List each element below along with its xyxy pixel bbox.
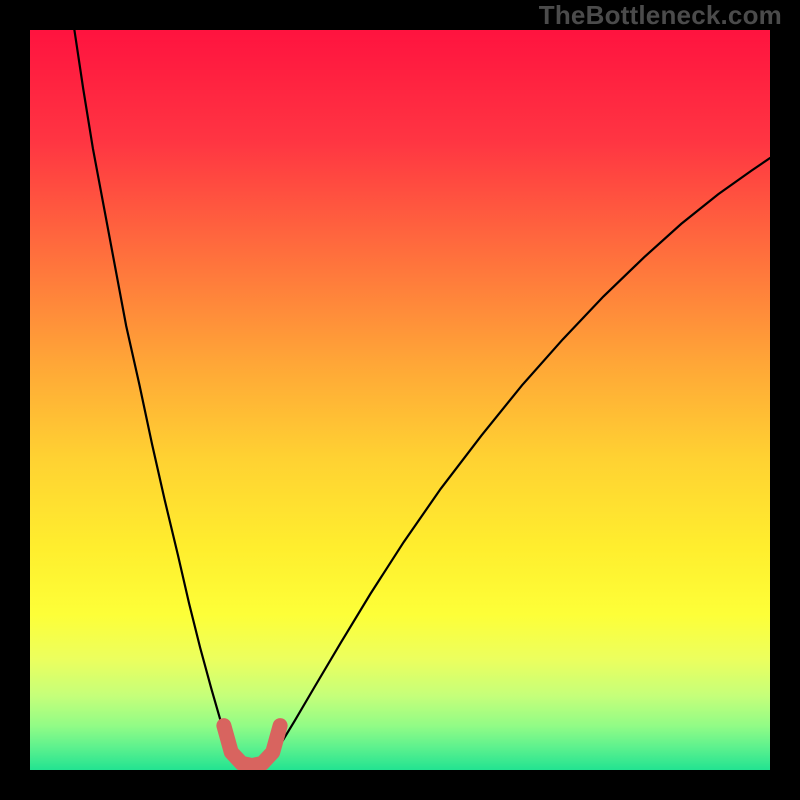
bottleneck-curve-chart bbox=[30, 30, 770, 770]
chart-root: TheBottleneck.com bbox=[0, 0, 800, 800]
watermark-label: TheBottleneck.com bbox=[539, 0, 782, 31]
gradient-background bbox=[30, 30, 770, 770]
